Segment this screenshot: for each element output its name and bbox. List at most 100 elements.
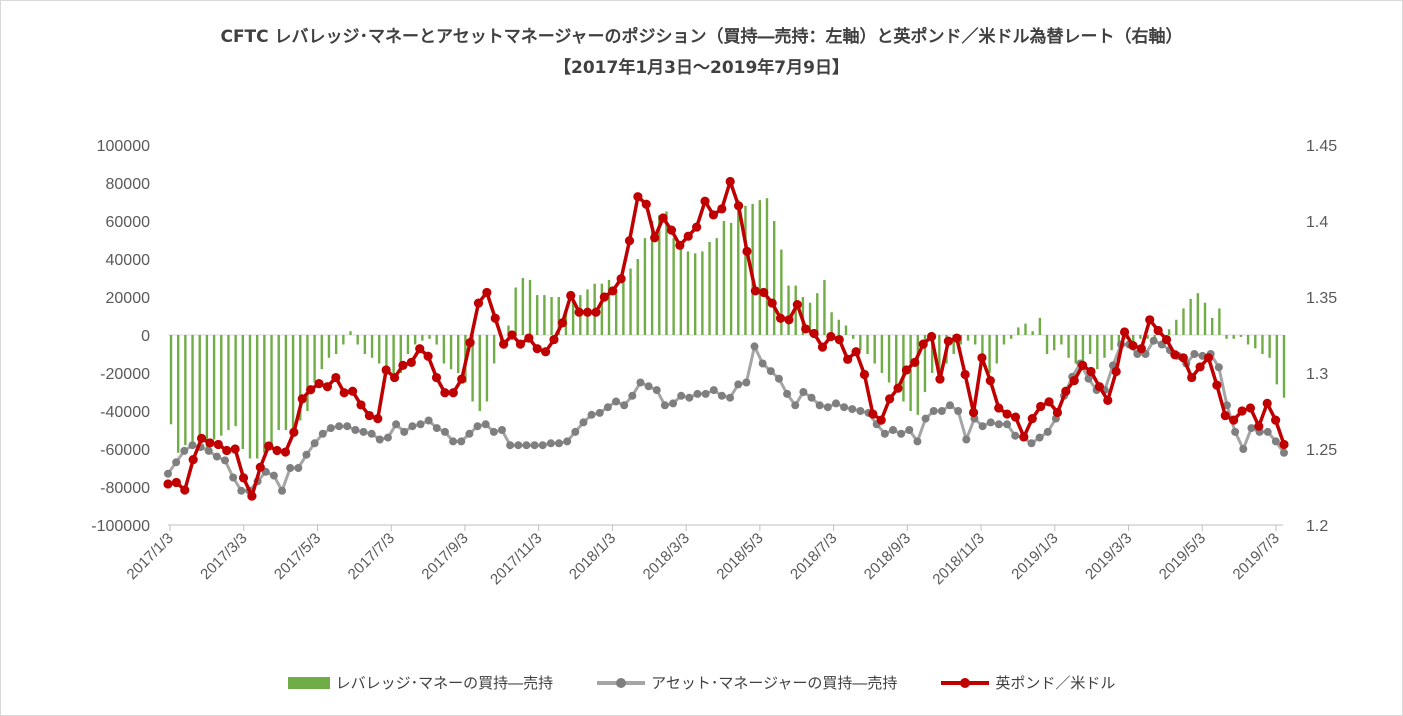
x-tick-label: 2018/9/3 xyxy=(861,530,914,583)
leverage-bar xyxy=(1009,335,1013,339)
series-point xyxy=(1254,421,1264,431)
series-point xyxy=(978,422,987,431)
series-point xyxy=(171,477,181,488)
series-point xyxy=(335,422,344,431)
leverage-bar xyxy=(363,335,367,354)
series-point xyxy=(885,394,895,404)
leverage-bar xyxy=(1225,335,1228,339)
leverage-bar xyxy=(571,300,575,335)
series-point xyxy=(389,372,400,383)
leverage-bar xyxy=(1182,308,1185,335)
legend-item-leverage-money: レバレッジ･マネーの買持―売持 xyxy=(287,672,554,693)
x-tick-label: 2018/7/3 xyxy=(787,530,840,583)
x-tick-label: 2019/1/3 xyxy=(1008,530,1061,583)
series-point xyxy=(1119,327,1130,337)
series-point xyxy=(1019,432,1029,442)
series-point xyxy=(766,367,775,376)
series-point xyxy=(905,426,914,434)
leverage-money-bars xyxy=(169,198,1286,459)
leverage-bar xyxy=(212,335,216,440)
series-point xyxy=(1195,362,1205,372)
leverage-bar xyxy=(1103,335,1106,358)
series-point xyxy=(1061,386,1071,396)
leverage-bar xyxy=(521,278,525,335)
legend-label-leverage-money: レバレッジ･マネーの買持―売持 xyxy=(335,674,554,692)
leverage-bar xyxy=(442,335,446,364)
series-point xyxy=(1237,406,1247,416)
series-point xyxy=(1220,410,1230,421)
x-tick-label: 2017/9/3 xyxy=(418,530,471,583)
leverage-bar xyxy=(399,335,402,373)
series-point xyxy=(660,401,669,410)
leverage-bar xyxy=(198,335,201,446)
series-point xyxy=(473,298,484,308)
y-right-tick-label: 1.4 xyxy=(1306,214,1328,231)
y-left-tick-label: 40000 xyxy=(106,252,151,269)
series-point xyxy=(792,300,802,310)
leverage-bar xyxy=(299,335,302,421)
series-point xyxy=(1128,341,1138,351)
leverage-bar xyxy=(1189,298,1192,335)
leverage-bar xyxy=(744,205,747,335)
series-point xyxy=(532,344,542,354)
leverage-bar xyxy=(248,335,252,459)
series-point xyxy=(918,339,928,349)
series-point xyxy=(587,410,596,419)
series-point xyxy=(213,439,223,450)
series-point xyxy=(318,429,327,438)
series-point xyxy=(840,403,849,412)
series-point xyxy=(172,458,181,467)
series-point xyxy=(440,427,449,436)
series-point xyxy=(343,422,352,431)
series-point xyxy=(164,469,172,478)
leverage-bar xyxy=(176,335,180,453)
series-point xyxy=(1247,424,1256,433)
series-point xyxy=(322,382,333,392)
series-point xyxy=(310,439,319,448)
series-point xyxy=(701,389,710,398)
series-point xyxy=(1279,439,1289,450)
leverage-bar xyxy=(413,335,417,345)
series-point xyxy=(717,204,727,214)
leverage-bar xyxy=(1196,293,1200,335)
leverage-bar xyxy=(1081,335,1085,370)
series-point xyxy=(163,479,173,489)
series-point xyxy=(733,201,744,211)
legend-swatch-bar xyxy=(287,676,330,689)
series-point xyxy=(1103,395,1113,405)
leverage-bar xyxy=(830,312,833,335)
leverage-bar xyxy=(615,289,618,335)
series-point xyxy=(1263,427,1272,436)
y-left-tick-label: 0 xyxy=(141,328,150,345)
series-point xyxy=(708,210,719,220)
series-point xyxy=(726,393,735,402)
series-point xyxy=(490,313,500,323)
series-point xyxy=(937,407,946,415)
leverage-bar xyxy=(837,319,840,335)
chart-title-line2: 【2017年1月3日～2019年7月9日】 xyxy=(554,58,849,78)
series-point xyxy=(968,407,979,418)
series-point xyxy=(851,347,861,357)
leverage-bar xyxy=(169,335,173,425)
series-point xyxy=(432,424,441,433)
series-point xyxy=(856,407,865,415)
series-point xyxy=(440,388,450,398)
series-point xyxy=(831,399,840,408)
series-point xyxy=(767,298,777,308)
y-right-tick-label: 1.3 xyxy=(1306,366,1328,383)
series-point xyxy=(954,407,963,415)
series-point xyxy=(431,372,442,383)
legend: レバレッジ･マネーの買持―売持 アセット･マネージャーの買持―売持 英ポンド／米… xyxy=(0,672,1403,693)
leverage-bar xyxy=(536,295,539,335)
leverage-bar xyxy=(988,335,991,373)
legend-swatch-asset-line xyxy=(597,676,646,690)
leverage-bar xyxy=(859,335,862,351)
series-point xyxy=(644,382,653,391)
leverage-bar xyxy=(543,295,546,335)
series-point xyxy=(1203,353,1214,363)
series-point xyxy=(666,225,677,235)
leverage-bar xyxy=(1282,335,1286,398)
series-point xyxy=(826,331,836,342)
leverage-bar xyxy=(665,211,668,335)
y-left-tick-label: 80000 xyxy=(106,176,151,193)
